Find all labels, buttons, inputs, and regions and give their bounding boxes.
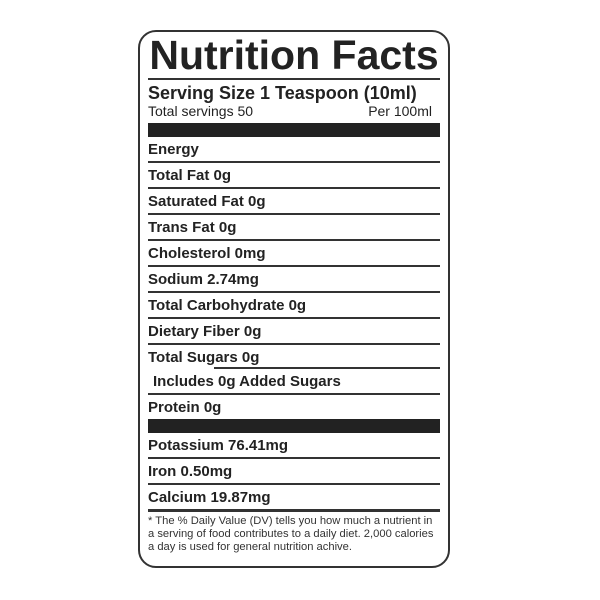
nutrient-row: Dietary Fiber 0g bbox=[148, 319, 440, 345]
mineral-row: Iron 0.50mg bbox=[148, 459, 440, 485]
nutrient-row: Cholesterol 0mg bbox=[148, 241, 440, 267]
thick-divider bbox=[148, 419, 440, 433]
total-servings: Total servings 50 bbox=[148, 103, 254, 119]
label-title: Nutrition Facts bbox=[149, 32, 439, 78]
nutrient-row: Includes 0g Added Sugars bbox=[148, 369, 440, 395]
nutrient-row: Trans Fat 0g bbox=[148, 215, 440, 241]
serving-size: Serving Size 1 Teaspoon (10ml) bbox=[148, 83, 417, 103]
nutrient-row: Saturated Fat 0g bbox=[148, 189, 440, 215]
divider bbox=[148, 78, 440, 80]
per-amount: Per 100ml bbox=[368, 103, 432, 119]
nutrient-row: Energy bbox=[148, 137, 440, 163]
nutrient-row: Sodium 2.74mg bbox=[148, 267, 440, 293]
mineral-row: Calcium 19.87mg bbox=[148, 485, 440, 512]
nutrient-row: Total Sugars 0g bbox=[148, 345, 440, 369]
servings-line: Total servings 50 Per 100ml bbox=[148, 103, 440, 119]
nutrition-label: Nutrition Facts Serving Size 1 Teaspoon … bbox=[138, 30, 450, 568]
footnote: * The % Daily Value (DV) tells you how m… bbox=[148, 515, 434, 553]
mineral-row: Potassium 76.41mg bbox=[148, 433, 440, 459]
nutrient-row: Protein 0g bbox=[148, 399, 222, 416]
nutrient-row: Total Carbohydrate 0g bbox=[148, 293, 440, 319]
thick-divider bbox=[148, 123, 440, 137]
nutrient-row: Total Fat 0g bbox=[148, 163, 440, 189]
